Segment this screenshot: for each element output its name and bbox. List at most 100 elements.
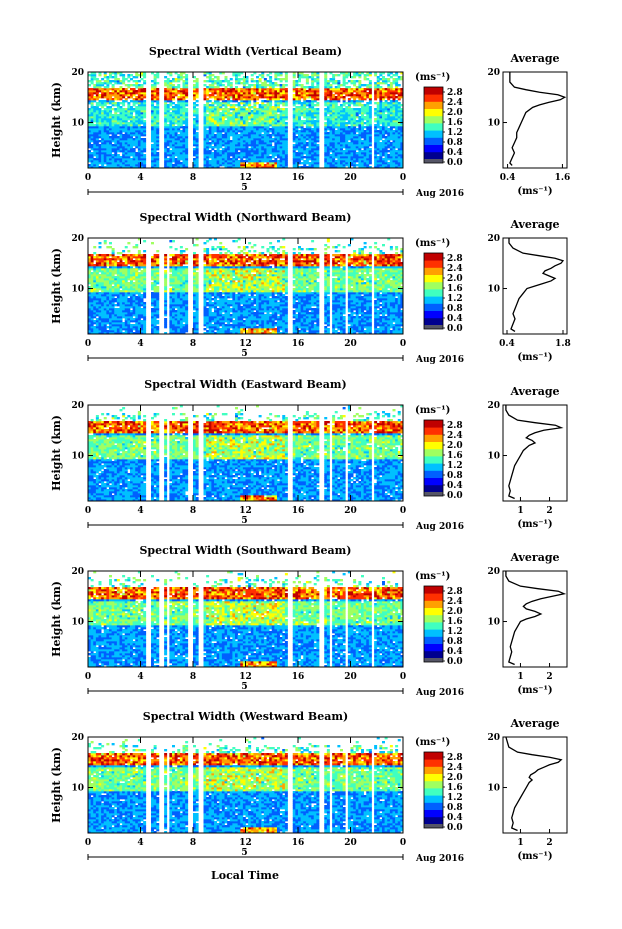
heatmap-cell: [185, 118, 188, 120]
heatmap-cell: [206, 142, 209, 144]
heatmap-cell: [219, 92, 222, 94]
heatmap-cell: [151, 132, 154, 134]
heatmap-cell: [175, 142, 178, 144]
heatmap-cell: [106, 136, 109, 138]
heatmap-cell: [235, 154, 238, 156]
heatmap-cell: [127, 138, 130, 140]
heatmap-cell: [120, 86, 123, 88]
heatmap-cell: [235, 92, 238, 94]
heatmap-cell: [125, 152, 128, 154]
heatmap-cell: [227, 154, 230, 156]
heatmap-cell: [232, 130, 235, 132]
heatmap-cell: [138, 156, 141, 158]
heatmap-cell: [96, 112, 99, 114]
heatmap-cell: [253, 126, 256, 128]
heatmap-cell: [256, 148, 259, 150]
heatmap-cell: [114, 126, 117, 128]
heatmap-cell: [217, 150, 220, 152]
heatmap-cell: [225, 116, 228, 118]
heatmap-cell: [143, 148, 146, 150]
heatmap-cell: [248, 94, 251, 96]
heatmap-cell: [185, 128, 188, 130]
heatmap-cell: [193, 94, 196, 96]
heatmap-cell: [185, 136, 188, 138]
heatmap-cell: [235, 132, 238, 134]
heatmap-cell: [143, 130, 146, 132]
heatmap-cell: [169, 114, 172, 116]
heatmap-cell: [127, 124, 130, 126]
heatmap-cell: [240, 78, 243, 80]
heatmap-cell: [211, 74, 214, 76]
heatmap-cell: [151, 100, 154, 102]
heatmap-cell: [172, 94, 175, 96]
heatmap-cell: [164, 124, 167, 126]
heatmap-cell: [99, 100, 102, 102]
heatmap-cell: [127, 94, 130, 96]
heatmap-cell: [183, 142, 186, 144]
heatmap-cell: [232, 126, 235, 128]
heatmap-cell: [130, 94, 133, 96]
heatmap-cell: [154, 156, 157, 158]
heatmap-cell: [154, 164, 157, 166]
heatmap-cell: [214, 86, 217, 88]
heatmap-cell: [251, 132, 254, 134]
heatmap-cell: [133, 154, 136, 156]
heatmap-cell: [96, 162, 99, 164]
heatmap-cell: [240, 118, 243, 120]
heatmap-cell: [219, 122, 222, 124]
heatmap-cell: [183, 96, 186, 98]
heatmap-cell: [230, 146, 233, 148]
heatmap-cell: [222, 118, 225, 120]
heatmap-cell: [141, 160, 144, 162]
heatmap-cell: [99, 136, 102, 138]
heatmap-cell: [122, 120, 125, 122]
heatmap-cell: [261, 138, 264, 140]
heatmap-cell: [169, 156, 172, 158]
heatmap-cell: [253, 160, 256, 162]
heatmap-cell: [214, 150, 217, 152]
heatmap-cell: [120, 82, 123, 84]
heatmap-cell: [101, 134, 104, 136]
heatmap-cell: [112, 162, 115, 164]
heatmap-cell: [240, 134, 243, 136]
heatmap-cell: [154, 90, 157, 92]
heatmap-cell: [243, 126, 246, 128]
heatmap-cell: [109, 92, 112, 94]
heatmap-cell: [243, 112, 246, 114]
heatmap-cell: [151, 86, 154, 88]
heatmap-cell: [222, 94, 225, 96]
heatmap-cell: [214, 98, 217, 100]
heatmap-cell: [204, 104, 207, 106]
heatmap-cell: [151, 108, 154, 110]
heatmap-cell: [256, 164, 259, 166]
heatmap-cell: [175, 86, 178, 88]
heatmap-cell: [196, 78, 199, 80]
heatmap-cell: [99, 130, 102, 132]
heatmap-cell: [211, 90, 214, 92]
heatmap-cell: [230, 118, 233, 120]
heatmap-cell: [193, 144, 196, 146]
heatmap-cell: [261, 96, 264, 98]
heatmap-cell: [211, 138, 214, 140]
heatmap-cell: [141, 88, 144, 90]
heatmap-cell: [127, 148, 130, 150]
heatmap-cell: [109, 108, 112, 110]
heatmap-cell: [217, 144, 220, 146]
heatmap-cell: [246, 154, 249, 156]
heatmap-cell: [253, 116, 256, 118]
heatmap-cell: [175, 160, 178, 162]
heatmap-cell: [211, 118, 214, 120]
heatmap-cell: [141, 110, 144, 112]
heatmap-cell: [122, 92, 125, 94]
heatmap-cell: [246, 134, 249, 136]
heatmap-cell: [112, 146, 115, 148]
heatmap-cell: [154, 92, 157, 94]
heatmap-cell: [225, 164, 228, 166]
heatmap-cell: [109, 156, 112, 158]
heatmap-cell: [167, 84, 170, 86]
heatmap-cell: [238, 130, 241, 132]
heatmap-cell: [151, 118, 154, 120]
heatmap-cell: [133, 110, 136, 112]
heatmap-cell: [120, 140, 123, 142]
heatmap-cell: [99, 128, 102, 130]
